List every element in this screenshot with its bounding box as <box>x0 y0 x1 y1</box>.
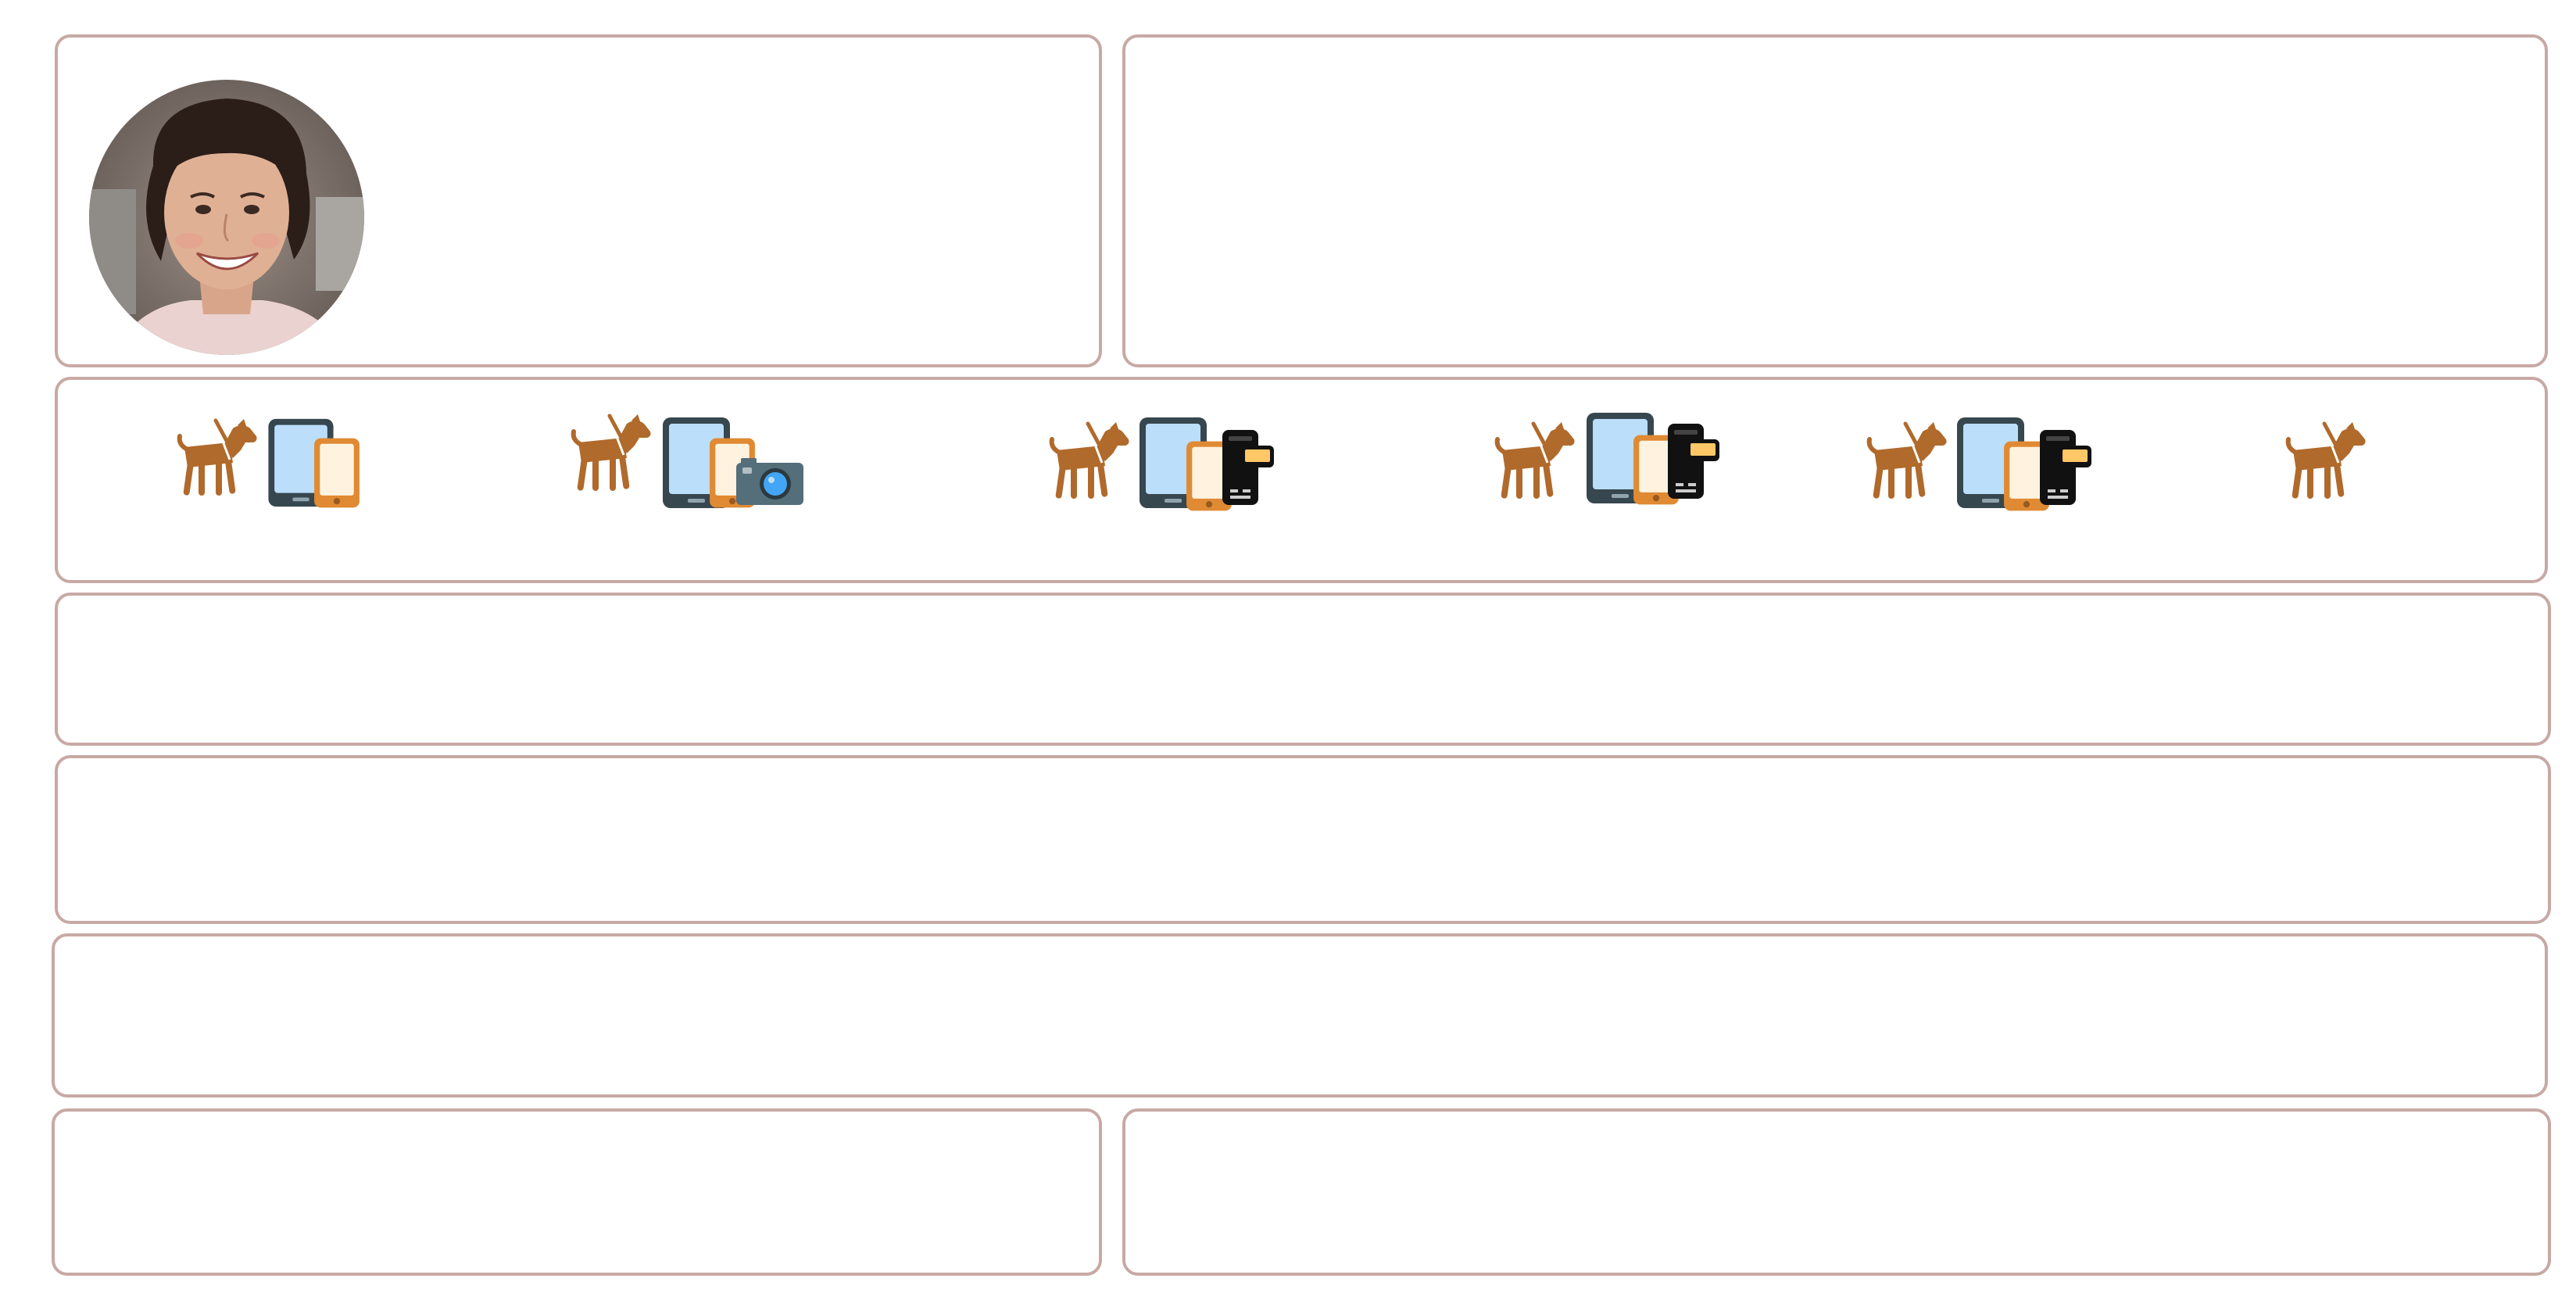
dog-icon <box>2284 419 2370 505</box>
feature-phone-icon <box>1221 428 1275 507</box>
device-group-4[interactable] <box>1493 396 1727 497</box>
device-group-2[interactable] <box>569 396 866 497</box>
bottom-left-card <box>52 1108 1102 1276</box>
dog-icon <box>569 411 655 497</box>
dog-icon <box>175 416 261 502</box>
device-groups-card <box>55 377 2548 583</box>
section-card-3 <box>55 593 2551 746</box>
section-card-4 <box>55 755 2551 924</box>
device-group-5[interactable] <box>1865 396 2099 497</box>
info-card <box>1122 34 2548 367</box>
dog-icon <box>1047 419 1133 505</box>
avatar <box>89 80 364 355</box>
dog-icon <box>1865 419 1951 505</box>
feature-phone-icon <box>2038 428 2093 507</box>
section-card-5 <box>52 933 2548 1098</box>
device-group-1[interactable] <box>175 396 363 497</box>
profile-card <box>55 34 1102 367</box>
feature-phone-icon <box>1666 422 1721 500</box>
device-group-6[interactable] <box>2284 396 2385 497</box>
phone-icon <box>313 436 361 510</box>
dog-icon <box>1493 419 1579 505</box>
camera-icon <box>735 457 805 507</box>
device-group-3[interactable] <box>1047 396 1282 497</box>
bottom-right-card <box>1122 1108 2551 1276</box>
person-photo-icon <box>89 80 364 355</box>
